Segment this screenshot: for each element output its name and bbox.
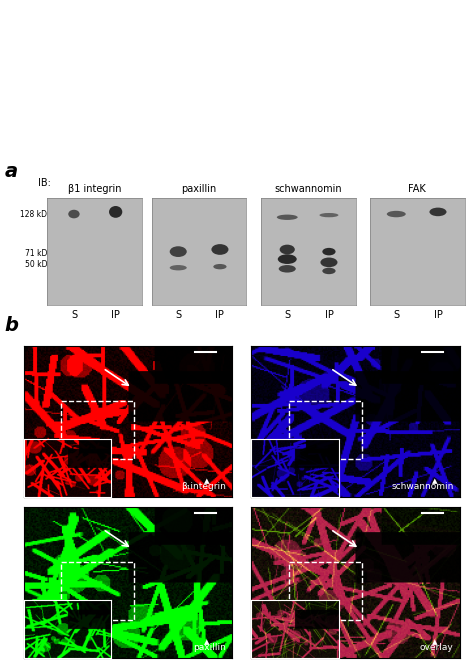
Ellipse shape bbox=[68, 210, 80, 218]
Text: IP: IP bbox=[111, 310, 120, 319]
Ellipse shape bbox=[319, 213, 338, 217]
Text: paxillin: paxillin bbox=[193, 643, 226, 652]
Text: schwannomin: schwannomin bbox=[391, 482, 454, 491]
Text: ▴: ▴ bbox=[204, 637, 210, 647]
Bar bbox=[289, 401, 362, 459]
Bar bbox=[61, 562, 134, 620]
Bar bbox=[61, 401, 134, 459]
Ellipse shape bbox=[387, 211, 406, 217]
Ellipse shape bbox=[170, 265, 187, 270]
Ellipse shape bbox=[277, 215, 298, 220]
Ellipse shape bbox=[278, 254, 297, 264]
Text: b: b bbox=[5, 316, 19, 335]
Ellipse shape bbox=[429, 207, 447, 216]
Text: IB:: IB: bbox=[38, 178, 51, 188]
Ellipse shape bbox=[322, 248, 336, 256]
Text: S: S bbox=[175, 310, 181, 319]
Text: ▴: ▴ bbox=[204, 476, 210, 486]
Text: IP: IP bbox=[216, 310, 224, 319]
Text: paxillin: paxillin bbox=[182, 183, 217, 193]
Text: 128 kD: 128 kD bbox=[20, 209, 47, 219]
Text: overlay: overlay bbox=[420, 643, 454, 652]
Ellipse shape bbox=[170, 246, 187, 257]
Text: 50 kD: 50 kD bbox=[25, 260, 47, 269]
Text: FAK: FAK bbox=[408, 183, 426, 193]
Ellipse shape bbox=[320, 258, 337, 267]
Text: ▴: ▴ bbox=[432, 637, 438, 647]
Text: S: S bbox=[284, 310, 290, 319]
Text: β1 integrin: β1 integrin bbox=[68, 183, 121, 193]
Ellipse shape bbox=[211, 244, 228, 255]
Ellipse shape bbox=[109, 206, 122, 218]
Ellipse shape bbox=[322, 268, 336, 274]
Text: a: a bbox=[5, 162, 18, 180]
Ellipse shape bbox=[280, 245, 295, 254]
Text: S: S bbox=[393, 310, 399, 319]
Bar bbox=[289, 562, 362, 620]
Text: 71 kD: 71 kD bbox=[25, 249, 47, 258]
Text: β₁integrin: β₁integrin bbox=[181, 482, 226, 491]
Text: IP: IP bbox=[434, 310, 442, 319]
Text: S: S bbox=[71, 310, 77, 319]
Ellipse shape bbox=[279, 265, 296, 272]
Text: ▴: ▴ bbox=[432, 476, 438, 486]
Text: schwannomin: schwannomin bbox=[274, 183, 342, 193]
Ellipse shape bbox=[213, 264, 227, 269]
Text: IP: IP bbox=[325, 310, 333, 319]
